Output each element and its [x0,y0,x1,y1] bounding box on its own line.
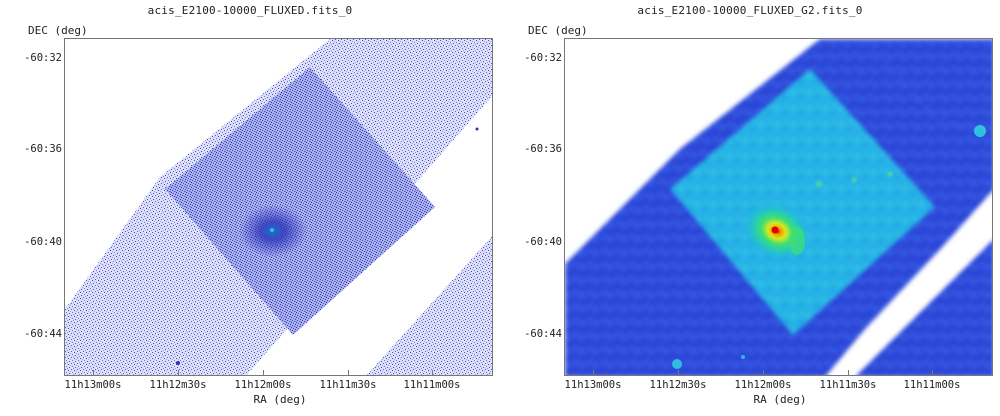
right-xtick-label: 11h12m30s [649,379,707,391]
right-image-panel: acis_E2100-10000_FLUXED_G2.fits_0 DEC (d… [500,0,1000,416]
left-xtick-mark [178,370,179,376]
right-fits-image [565,39,992,375]
right-xtick-mark [848,370,849,376]
right-xtick-mark [678,370,679,376]
right-image-plot[interactable] [564,38,993,376]
left-x-axis-label: RA (deg) [253,393,307,406]
left-xtick-label: 11h11m30s [319,379,377,391]
left-xtick-mark [263,370,264,376]
left-xtick-mark [348,370,349,376]
right-ytick-label: -60:40 [524,236,562,248]
left-fits-image [65,39,492,375]
left-image-plot[interactable] [64,38,493,376]
right-xtick-label: 11h12m00s [734,379,792,391]
right-y-axis-label: DEC (deg) [528,24,588,37]
left-y-axis-label: DEC (deg) [28,24,88,37]
right-xtick-label: 11h13m00s [564,379,622,391]
left-xtick-label: 11h12m30s [149,379,207,391]
right-image-title: acis_E2100-10000_FLUXED_G2.fits_0 [637,4,863,17]
right-xtick-label: 11h11m00s [903,379,961,391]
left-ytick-label: -60:32 [24,52,62,64]
right-ytick-label: -60:36 [524,143,562,155]
left-image-title: acis_E2100-10000_FLUXED.fits_0 [147,4,353,17]
left-ytick-label: -60:40 [24,236,62,248]
right-xtick-mark [593,370,594,376]
right-ytick-label: -60:32 [524,52,562,64]
right-xtick-label: 11h11m30s [819,379,877,391]
left-image-panel: acis_E2100-10000_FLUXED.fits_0 DEC (deg)… [24,4,493,406]
left-ytick-label: -60:36 [24,143,62,155]
right-xtick-mark [932,370,933,376]
left-xtick-label: 11h11m00s [403,379,461,391]
left-xtick-label: 11h12m00s [234,379,292,391]
left-ytick-label: -60:44 [24,328,62,340]
left-xtick-mark [432,370,433,376]
right-ytick-label: -60:44 [524,328,562,340]
right-xtick-mark [763,370,764,376]
left-xtick-label: 11h13m00s [64,379,122,391]
right-x-axis-label: RA (deg) [753,393,807,406]
left-xtick-mark [93,370,94,376]
